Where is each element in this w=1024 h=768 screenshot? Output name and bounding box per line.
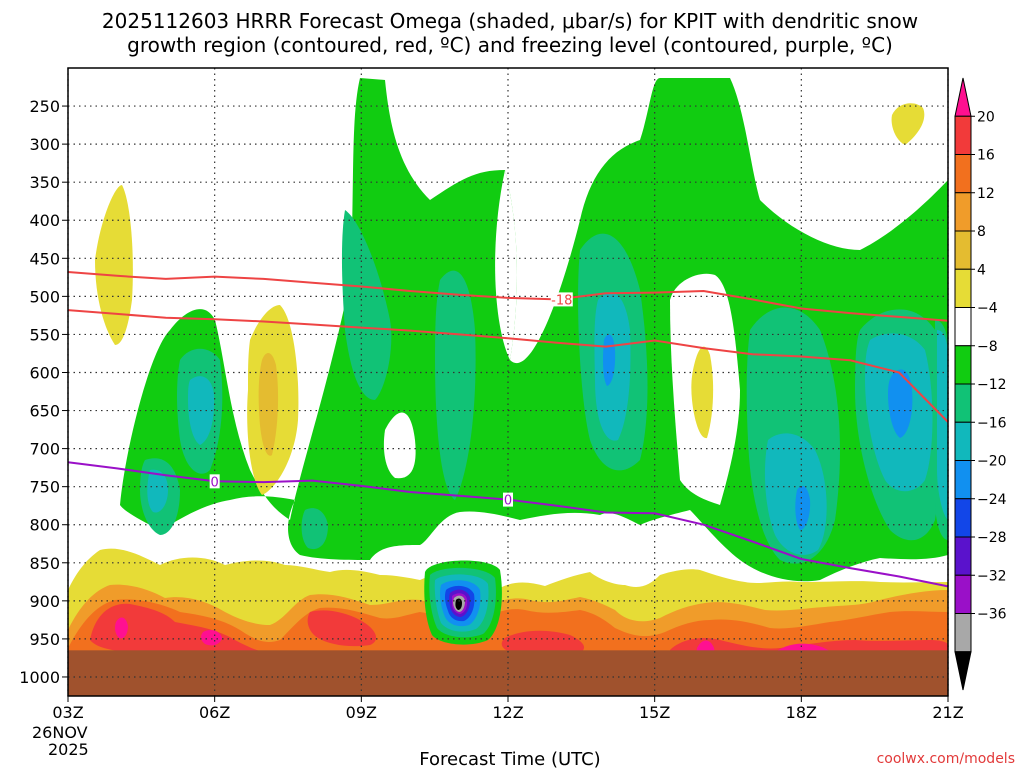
- omega-white-gap-3: [495, 170, 517, 360]
- x-date-line2: 2025: [48, 740, 89, 759]
- y-tick-label: 1000: [19, 668, 60, 687]
- colorbar-swatch: [954, 154, 972, 194]
- x-date-line1: 26NOV: [32, 723, 88, 742]
- colorbar-swatch: [954, 574, 972, 614]
- colorbar-swatch: [954, 460, 972, 500]
- colorbar-label: 8: [977, 224, 986, 240]
- contour-label: -18: [551, 293, 572, 308]
- colorbar: 20 16 12 8 4 −4 −8 −12 −16 −20 −24 −28 −32 −36: [954, 77, 1007, 691]
- dgz-contour-minus18: [67, 271, 949, 322]
- x-tick-label: 15Z: [639, 703, 670, 722]
- colorbar-label: 20: [977, 109, 995, 125]
- y-tick-label: 450: [29, 249, 60, 268]
- y-tick-label: 400: [29, 211, 60, 230]
- omega-green-region-upper: [120, 78, 948, 582]
- contour-label-bg: [503, 492, 513, 507]
- chart-title-line2: growth region (contoured, red, ºC) and f…: [127, 33, 893, 57]
- colorbar-swatch: [954, 536, 972, 576]
- contour-label: 0: [504, 494, 512, 509]
- y-tick-label: 300: [29, 135, 60, 154]
- x-axis-label: Forecast Time (UTC): [419, 749, 600, 768]
- omega-yellow-blob-4: [891, 103, 925, 145]
- omega-blue-core-3: [888, 369, 913, 438]
- omega-blue-core-2: [795, 485, 811, 530]
- colorbar-label: 4: [977, 262, 986, 278]
- y-tick-label: 850: [29, 554, 60, 573]
- contour-label-bg: [550, 292, 573, 307]
- chart-title-line1: 2025112603 HRRR Forecast Omega (shaded, …: [102, 9, 918, 33]
- colorbar-swatch: [954, 268, 972, 308]
- colorbar-label: −28: [977, 530, 1007, 546]
- colorbar-swatch: [954, 230, 972, 270]
- colorbar-label: −24: [977, 492, 1007, 508]
- omega-magenta-blob-2: [200, 630, 222, 646]
- omega-white-gap-2: [383, 412, 416, 479]
- omega-teal-core-8: [301, 508, 328, 550]
- colorbar-swatch: [954, 115, 972, 155]
- x-tick-label: 18Z: [786, 703, 817, 722]
- y-tick-label: 600: [29, 363, 60, 382]
- y-tick-label: 650: [29, 402, 60, 421]
- colorbar-swatch: [954, 651, 972, 691]
- colorbar-label: 12: [977, 186, 995, 202]
- y-tick-label: 500: [29, 287, 60, 306]
- contour-label-bg: [209, 474, 220, 489]
- colorbar-swatch: [954, 498, 972, 538]
- x-tick-label: 06Z: [199, 703, 230, 722]
- omega-magenta-blob-1: [115, 617, 128, 639]
- contour-label: 0: [211, 475, 219, 490]
- colorbar-label: −8: [977, 339, 998, 355]
- y-axis: 250 300 350 400 450 500 550 600 650 700 750 800 850 9…: [19, 97, 68, 687]
- y-tick-label: 250: [29, 97, 60, 116]
- colorbar-swatch: [954, 421, 972, 461]
- x-tick-label: 09Z: [346, 703, 377, 722]
- x-tick-label: 03Z: [52, 703, 83, 722]
- colorbar-swatch: [954, 307, 972, 347]
- colorbar-swatch: [954, 77, 972, 117]
- y-tick-label: 550: [29, 325, 60, 344]
- credit-text: coolwx.com/models: [877, 751, 1015, 767]
- omega-red-lowlevel-band: [90, 603, 275, 660]
- omega-core-black: [455, 598, 462, 610]
- contours: -18 0 0: [67, 271, 949, 588]
- y-tick-label: 700: [29, 440, 60, 459]
- y-tick-label: 900: [29, 592, 60, 611]
- omega-teal-core-2: [435, 270, 476, 500]
- colorbar-swatch: [954, 345, 972, 385]
- dgz-contour-minus12: [67, 309, 949, 423]
- colorbar-swatch: [954, 192, 972, 232]
- y-tick-label: 350: [29, 173, 60, 192]
- colorbar-label: −4: [977, 301, 998, 317]
- omega-orange-blob-2: [258, 353, 279, 456]
- colorbar-swatch: [954, 383, 972, 423]
- x-tick-label: 12Z: [492, 703, 523, 722]
- colorbar-label: 16: [977, 148, 995, 164]
- y-tick-label: 800: [29, 516, 60, 535]
- colorbar-label: −12: [977, 377, 1007, 393]
- omega-cyan-core-5: [147, 469, 168, 513]
- omega-red-blob-2: [307, 610, 377, 647]
- colorbar-label: −36: [977, 607, 1007, 623]
- omega-teal-core-1: [341, 210, 392, 400]
- colorbar-label: −16: [977, 415, 1007, 431]
- colorbar-label: −20: [977, 454, 1007, 470]
- x-tick-label: 21Z: [932, 703, 963, 722]
- colorbar-label: −32: [977, 568, 1007, 584]
- omega-yellow-blob-3: [691, 346, 714, 439]
- omega-red-blob-3: [501, 630, 585, 657]
- omega-shading: [68, 78, 948, 696]
- omega-yellow-blob-1: [95, 185, 133, 345]
- x-axis: 03Z 06Z 09Z 12Z 15Z 18Z 21Z: [52, 696, 964, 722]
- y-tick-label: 950: [29, 630, 60, 649]
- y-tick-label: 750: [29, 478, 60, 497]
- omega-cyan-core-6: [937, 330, 948, 520]
- colorbar-swatch: [954, 613, 972, 653]
